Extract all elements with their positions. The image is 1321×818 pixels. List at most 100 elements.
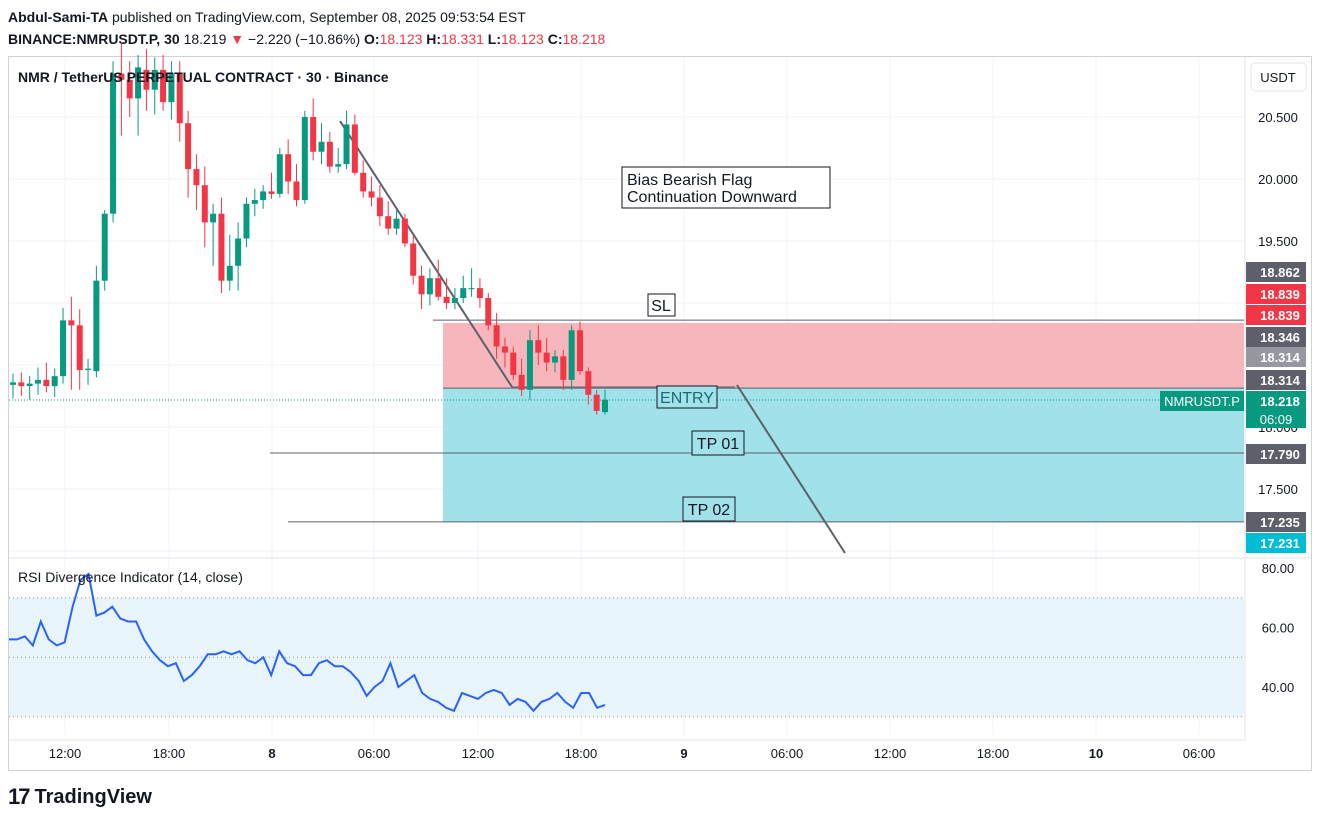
candle-body [410, 243, 417, 276]
price-change: −2.220 (−10.86%) [248, 31, 361, 47]
candle-body [60, 320, 67, 377]
x-tick-label: 9 [680, 746, 687, 761]
candle-body [218, 213, 225, 281]
price-label-text: 17.231 [1260, 536, 1300, 551]
candle-body [193, 169, 200, 186]
countdown-box [1246, 411, 1306, 428]
rsi-pane[interactable] [9, 572, 1244, 718]
x-tick-label: 18:00 [977, 746, 1010, 761]
footer-brand[interactable]: 17 TradingView [8, 784, 152, 810]
candle-body [585, 371, 592, 395]
candle-body [476, 288, 483, 299]
candle-body [443, 296, 450, 303]
candle-body [376, 197, 383, 217]
tp1-label-box[interactable] [691, 430, 745, 456]
candle-body [93, 280, 100, 372]
price-label-box [1246, 347, 1306, 367]
low-value: 18.123 [501, 31, 544, 47]
candle-body [18, 382, 25, 387]
high-label: H: [426, 31, 442, 47]
candle-body [118, 73, 125, 80]
open-value: 18.123 [379, 31, 423, 47]
take-profit-zone[interactable] [443, 388, 1244, 522]
candle-body [160, 69, 167, 103]
price-label-box [1246, 370, 1306, 390]
candle-body [135, 67, 142, 99]
candle-body [301, 117, 308, 201]
candle-body [418, 275, 425, 295]
price-label-box [1246, 533, 1306, 553]
author-name[interactable]: Abdul-Sami-TA [8, 9, 109, 25]
trade-zones[interactable] [443, 322, 1244, 522]
sl-label-box[interactable] [647, 293, 676, 317]
price-label-box [1246, 305, 1306, 325]
rsi-tick-label: 60.00 [1262, 621, 1295, 636]
stop-loss-zone[interactable] [443, 322, 1244, 389]
price-label-box [1246, 512, 1306, 532]
x-tick-label: 06:00 [1183, 746, 1216, 761]
x-tick-label: 18:00 [565, 746, 598, 761]
price-label-text: 18.314 [1260, 373, 1301, 388]
candle-body [210, 213, 217, 223]
annotation-line-2: Continuation Downward [627, 189, 797, 206]
entry-label: ENTRY [660, 390, 714, 407]
candle-body [368, 191, 375, 198]
candle-body [310, 117, 317, 152]
price-label-box [1246, 391, 1306, 411]
annotation-line-1: Bias Bearish Flag [627, 172, 752, 189]
x-tick-label: 10 [1089, 746, 1103, 761]
projection-trendline[interactable] [736, 384, 846, 554]
candle-body [460, 288, 467, 299]
candle-body [168, 73, 175, 103]
chart-frame[interactable] [8, 56, 1312, 771]
rsi-tick-label: 80.00 [1262, 561, 1295, 576]
price-label-box [1246, 327, 1306, 347]
candle-body [485, 298, 492, 326]
price-tick-label: 20.000 [1258, 172, 1298, 187]
candle-body [543, 352, 550, 363]
rsi-line[interactable] [9, 572, 606, 713]
entry-label-box[interactable] [656, 385, 718, 409]
flag-pole-trendline[interactable] [339, 120, 513, 388]
currency-button[interactable] [1250, 62, 1307, 92]
annotation-box[interactable] [621, 166, 831, 209]
candle-body [176, 73, 183, 124]
x-tick-label: 12:00 [874, 746, 907, 761]
x-tick-label: 8 [268, 746, 275, 761]
candle-body [401, 218, 408, 244]
price-label-box [1246, 284, 1306, 304]
candle-body [501, 346, 508, 353]
candle-body [343, 124, 350, 165]
candle-body [201, 185, 208, 223]
price-label-box [1246, 262, 1306, 282]
candle-body [493, 325, 500, 347]
candle-body [226, 265, 233, 281]
price-scale-labels: 18.862 18.839 18.839 18.346 18.314 18.314 18.2… [1246, 262, 1306, 553]
x-tick-label: 12:00 [462, 746, 495, 761]
candle-body [518, 374, 525, 390]
tp2-label-box[interactable] [682, 496, 736, 522]
candle-body [535, 340, 542, 353]
candle-body [10, 382, 16, 385]
change-arrow-icon: ▼ [230, 31, 245, 47]
candle-body [318, 141, 325, 152]
tradingview-wordmark: TradingView [34, 785, 152, 808]
candle-body [268, 191, 275, 194]
price-label-text: 18.218 [1260, 394, 1300, 409]
price-label-box [1246, 444, 1306, 464]
candle-body [551, 356, 558, 363]
symbol-tag [1160, 391, 1244, 411]
candle-body [26, 383, 33, 387]
sl-label: SL [651, 298, 671, 315]
candle-body [435, 278, 442, 297]
horizontal-lines[interactable] [9, 319, 1244, 523]
price-label-text: 17.790 [1260, 447, 1300, 462]
candle-body [126, 79, 133, 99]
candle-body [35, 379, 42, 384]
candle-body [276, 154, 283, 194]
close-label: C: [547, 31, 563, 47]
price-label-text: 18.314 [1260, 350, 1301, 365]
currency-label: USDT [1260, 70, 1295, 85]
candle-body [43, 379, 50, 387]
